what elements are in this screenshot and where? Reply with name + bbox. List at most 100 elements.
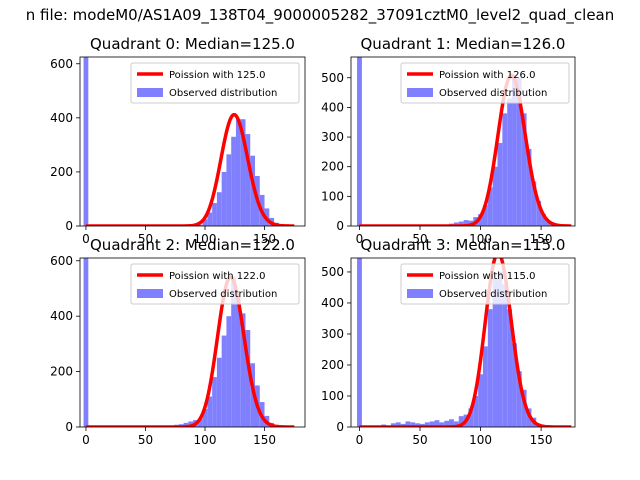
histogram-bar: [536, 200, 542, 226]
histogram-bar: [197, 418, 203, 427]
histogram-bar: [226, 154, 232, 226]
histogram-bar: [502, 284, 508, 427]
histogram-bar: [429, 421, 435, 427]
x-tick-label: 50: [138, 433, 153, 447]
x-tick-label: 100: [469, 433, 492, 447]
legend-box: [400, 62, 570, 104]
histogram-bar: [202, 408, 208, 427]
legend: Poission with 115.0 Observed distribution: [400, 263, 570, 305]
figure-suptitle: n file: modeM0/AS1A09_138T04_9000005282_…: [26, 6, 615, 25]
histogram-bar: [487, 187, 493, 226]
histogram-bar: [453, 421, 459, 427]
histogram-bar: [226, 316, 232, 427]
y-tick-label: 0: [65, 420, 73, 434]
y-tick-label: 0: [336, 219, 344, 233]
histogram-bar: [197, 224, 203, 226]
quadrant-1-panel: 0 50 100 150 0 100 200 300 400 500 Quadrant 1: Med…: [321, 35, 576, 246]
quadrant-3-panel: 0 50 100 150 0 100 200 300 400 500 Quadrant 3: Med…: [321, 236, 576, 447]
y-tick-label: 200: [321, 160, 344, 174]
y-tick-label: 600: [50, 254, 73, 268]
histogram-bar: [410, 422, 416, 427]
axes-frame: [79, 56, 306, 227]
x-tick-label: 100: [194, 232, 217, 246]
histogram-bar: [245, 330, 251, 427]
histogram-bar: [216, 357, 222, 427]
legend: Poission with 125.0 Observed distribution: [130, 62, 300, 104]
histogram-bar: [207, 396, 213, 427]
legend-patch-swatch: [137, 289, 163, 298]
legend-label-model: Poission with 125.0: [169, 70, 265, 81]
histogram-bar: [492, 278, 498, 427]
y-tick-label: 300: [321, 130, 344, 144]
y-tick-label: 600: [50, 57, 73, 71]
legend-box: [130, 263, 300, 305]
histogram-bar: [183, 422, 189, 427]
histogram-bar: [240, 119, 246, 226]
y-tick-label: 400: [321, 100, 344, 114]
panel-title: Quadrant 1: Median=126.0: [361, 35, 566, 53]
histogram-bar: [216, 192, 222, 226]
histogram-bar: [235, 119, 241, 226]
histogram-bar: [212, 377, 217, 427]
legend-patch-swatch: [137, 88, 163, 97]
axes-frame: [350, 257, 576, 428]
histogram-bar: [395, 422, 401, 427]
histogram-bar: [473, 395, 479, 427]
legend-label-observed: Observed distribution: [439, 88, 547, 99]
histogram-bar: [390, 423, 396, 427]
legend-box: [130, 62, 300, 104]
histogram-bar: [516, 371, 522, 427]
histogram-bar: [507, 309, 513, 427]
x-tick-label: 0: [82, 433, 90, 447]
histogram-bar: [531, 181, 537, 226]
panel-title: Quadrant 3: Median=115.0: [361, 236, 566, 254]
histogram-bar: [482, 205, 488, 226]
histogram-bar: [357, 258, 362, 427]
legend-label-model: Poission with 126.0: [439, 70, 535, 81]
y-tick-label: 300: [321, 327, 344, 341]
histogram-bar: [478, 214, 483, 226]
histogram-bar: [231, 136, 236, 226]
histogram-bar: [221, 335, 227, 427]
quadrant-0-panel: 0 50 100 150 0 200 400 600 Quadrant 0: Median=12…: [50, 35, 306, 246]
x-tick-label: 150: [253, 433, 276, 447]
histogram-bar: [245, 134, 251, 226]
histogram-bar: [202, 219, 208, 226]
histogram-bar: [357, 57, 362, 226]
x-tick-label: 150: [253, 232, 276, 246]
legend-label-observed: Observed distribution: [169, 88, 277, 99]
y-tick-label: 200: [50, 165, 73, 179]
y-tick-label: 0: [336, 420, 344, 434]
histogram-bar: [487, 309, 493, 427]
histogram-bar: [235, 296, 241, 427]
histogram-bar: [250, 155, 255, 226]
histogram-bar: [482, 346, 488, 427]
histogram-bar: [458, 416, 464, 427]
observed-histogram: [83, 57, 284, 226]
histogram-bar: [83, 57, 89, 226]
histogram-bar: [188, 421, 194, 427]
histogram-bar: [415, 423, 421, 427]
x-tick-label: 50: [412, 232, 427, 246]
x-tick-label: 150: [530, 232, 553, 246]
histogram-bar: [444, 420, 450, 427]
histogram-bar: [526, 148, 532, 226]
y-tick-label: 500: [321, 265, 344, 279]
x-tick-label: 100: [194, 433, 217, 447]
histogram-bar: [212, 203, 217, 226]
axes-frame: [79, 257, 306, 428]
legend-label-model: Poission with 115.0: [439, 271, 535, 282]
legend-label-observed: Observed distribution: [169, 289, 277, 300]
histogram-bar: [497, 271, 503, 427]
histogram-bar: [507, 98, 513, 226]
histogram-bar: [83, 258, 89, 427]
axes-frame: [350, 56, 576, 227]
histogram-bar: [512, 343, 517, 427]
histogram-bar: [439, 422, 445, 427]
legend: Poission with 122.0 Observed distribution: [130, 263, 300, 305]
panel-title: Quadrant 2: Median=122.0: [90, 236, 295, 254]
y-tick-label: 0: [65, 219, 73, 233]
histogram-bar: [521, 113, 527, 226]
histogram-bar: [463, 220, 469, 226]
